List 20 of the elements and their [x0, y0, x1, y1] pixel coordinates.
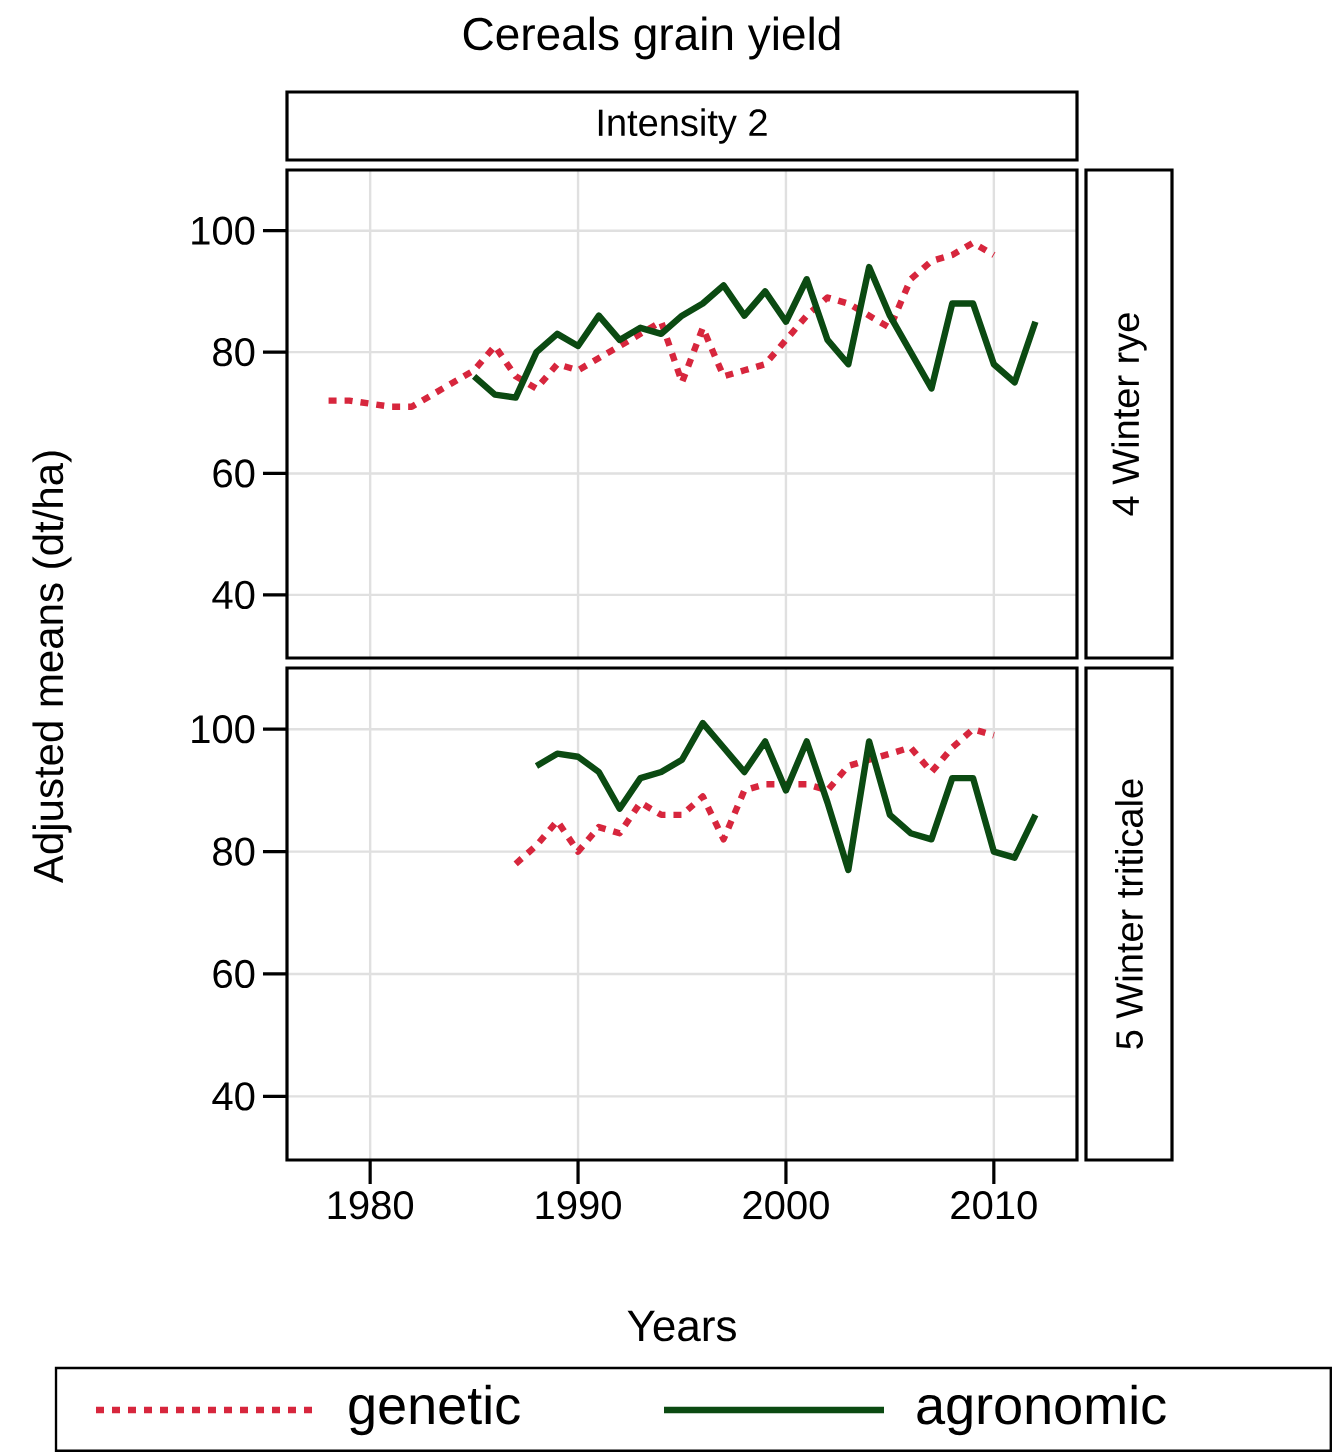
chart-title: Cereals grain yield: [463, 16, 840, 60]
y-tick-label: 40: [212, 580, 255, 610]
y-tick-label: 60: [213, 959, 255, 989]
y-tick-label: 80: [213, 337, 255, 367]
legend-label: genetic: [349, 1384, 520, 1436]
y-tick-label: 60: [213, 459, 255, 488]
x-tick-label: 1990: [536, 1191, 621, 1220]
y-tick-label: 100: [192, 216, 255, 245]
chart-subtitle: Intensity 2: [598, 108, 767, 144]
legend-label: agronomic: [917, 1384, 1166, 1436]
text: 4 Winter rye: [1111, 313, 1147, 516]
y-axis-title: Adjusted means (dt/ha): [32, 451, 72, 884]
y-tick-label: 80: [213, 837, 255, 866]
y-tick-label: 100: [192, 715, 255, 744]
x-tick-label: 2010: [951, 1191, 1037, 1220]
x-tick-label: 2000: [743, 1191, 829, 1220]
text: 5 Winter triticale: [1115, 779, 1143, 1049]
x-tick-label: 1980: [328, 1191, 414, 1220]
x-axis-title: Years: [627, 1310, 736, 1342]
y-tick-label: 40: [212, 1082, 255, 1111]
